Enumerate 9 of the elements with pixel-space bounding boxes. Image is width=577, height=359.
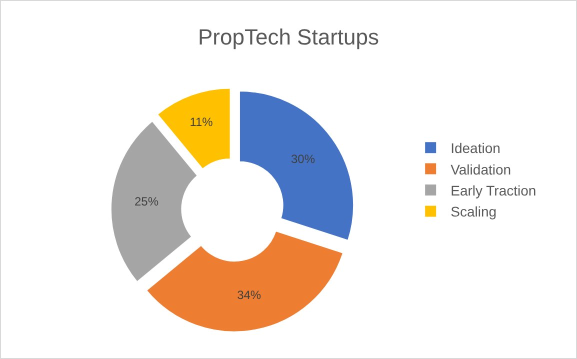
data-label: 34%: [237, 288, 262, 302]
legend-label: Scaling: [450, 204, 497, 220]
legend-label: Early Traction: [450, 182, 536, 198]
data-label: 25%: [134, 194, 159, 209]
chart-title: PropTech Startups: [198, 24, 379, 50]
legend-label: Validation: [450, 161, 512, 178]
legend-label: Ideation: [450, 140, 500, 156]
data-label: 11%: [190, 115, 214, 130]
data-label: 30%: [290, 152, 316, 166]
